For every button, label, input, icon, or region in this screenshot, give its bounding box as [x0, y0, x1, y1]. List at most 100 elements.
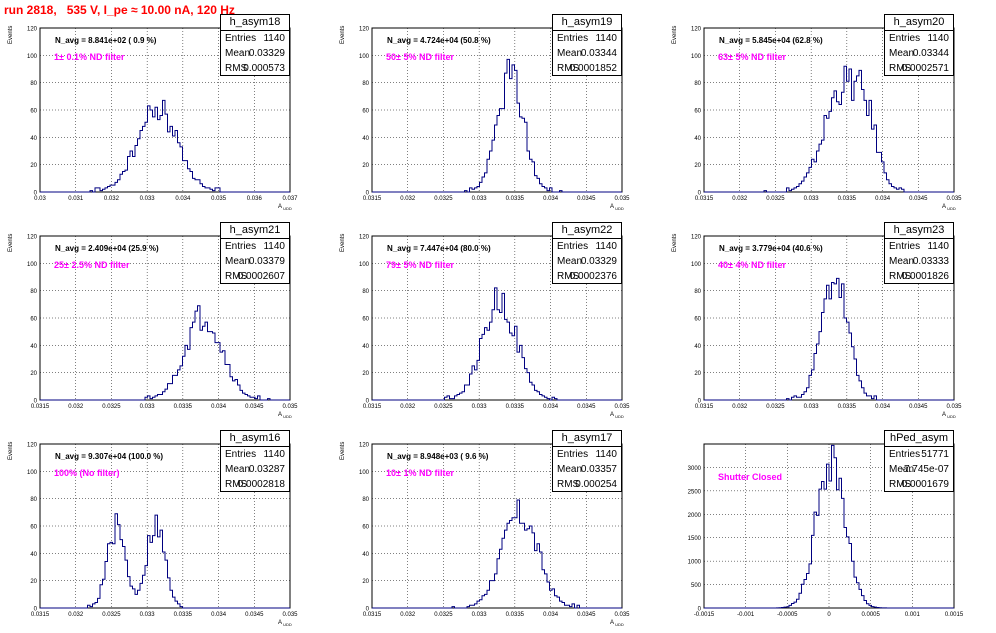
y-axis-label: Events — [340, 26, 346, 44]
x-tick-label: 0.0325 — [102, 612, 121, 618]
stats-box: h_asym21 Entries 1140 Mean 0.03379 RMS 0.00026… — [220, 222, 290, 284]
y-tick-label: 60 — [362, 109, 369, 115]
stats-value: 1140 — [263, 33, 285, 44]
stats-key: RMS — [557, 479, 580, 490]
x-tick-label: 0.0335 — [506, 404, 525, 410]
x-tick-label: 0.035 — [211, 196, 227, 202]
stats-key: Mean — [557, 464, 583, 475]
x-axis-label: A UDD — [942, 204, 956, 211]
y-tick-label: 60 — [694, 317, 701, 323]
stats-row-rms: RMS 0.000254 — [553, 477, 621, 492]
y-tick-label: 20 — [30, 371, 37, 377]
histogram-series — [372, 58, 622, 193]
page-title: run 2818, 535 V, I_pe ≈ 10.00 nA, 120 Hz — [4, 3, 235, 17]
stats-value: 0.0001826 — [901, 271, 949, 282]
x-tick-label: 0.032 — [732, 404, 748, 410]
y-tick-label: 80 — [30, 81, 37, 87]
histogram-series — [40, 305, 290, 401]
stats-value: 0.0002376 — [569, 271, 617, 282]
histogram-series — [372, 287, 622, 401]
x-tick-label: 0.032 — [732, 196, 748, 202]
filter-label: 100% (No filter) — [54, 468, 120, 478]
stats-box: h_asym22 Entries 1140 Mean 0.03329 RMS 0.00023… — [552, 222, 622, 284]
y-tick-label: 120 — [359, 443, 370, 449]
y-axis-label: Events — [8, 26, 14, 44]
x-tick-label: 0.0345 — [577, 612, 596, 618]
stats-row-mean: Mean 0.03357 — [553, 462, 621, 477]
x-tick-label: 0.0315 — [363, 404, 382, 410]
y-tick-label: 80 — [362, 289, 369, 295]
x-axis-label: A UDD — [610, 620, 624, 627]
stats-row-entries: Entries 1140 — [553, 447, 621, 462]
stats-value: 51771 — [921, 449, 949, 460]
x-axis-label: A UDD — [610, 204, 624, 211]
histogram-plot: 0 20 40 60 80 100 120 0.0315 0.032 0.0325 0.033 0.0… — [672, 26, 962, 211]
x-tick-label: 0.032 — [400, 196, 416, 202]
histogram-series — [704, 277, 954, 401]
stats-row-mean: Mean -7.745e-07 — [885, 462, 953, 477]
y-tick-label: 0 — [698, 399, 702, 405]
x-tick-label: 0.035 — [614, 612, 630, 618]
stats-key: Entries — [225, 241, 257, 252]
x-tick-label: 0.035 — [614, 404, 630, 410]
stats-row-entries: Entries 1140 — [221, 447, 289, 462]
stats-title: h_asym20 — [885, 15, 953, 31]
y-tick-label: 120 — [691, 235, 702, 241]
y-tick-label: 40 — [694, 344, 701, 350]
x-tick-label: 0.0315 — [695, 196, 714, 202]
x-tick-label: 0.033 — [804, 196, 820, 202]
stats-key: RMS — [225, 63, 248, 74]
y-tick-label: 0 — [366, 607, 370, 613]
x-tick-label: 0.0335 — [506, 196, 525, 202]
x-tick-label: 0.0005 — [861, 612, 880, 618]
x-tick-label: 0.0315 — [695, 404, 714, 410]
histogram-plot: 0 500 1000 1500 2000 2500 3000 -0.0015 -0.001 -0.… — [688, 443, 964, 618]
stats-key: Entries — [889, 33, 921, 44]
y-tick-label: 2500 — [688, 489, 702, 495]
x-tick-label: 0 — [827, 612, 831, 618]
stats-row-rms: RMS 0.0002607 — [221, 269, 289, 284]
n-avg-label: N_avg = 5.845e+04 (62.8 %) — [719, 36, 823, 45]
y-tick-label: 0 — [34, 191, 38, 197]
stats-key: Mean — [557, 256, 583, 267]
y-tick-label: 0 — [366, 191, 370, 197]
stats-key: Mean — [889, 48, 915, 59]
stats-value: 1140 — [263, 449, 285, 460]
stats-value: 0.03287 — [248, 464, 285, 475]
y-tick-label: 40 — [362, 552, 369, 558]
y-tick-label: 500 — [691, 583, 702, 589]
y-tick-label: 80 — [362, 497, 369, 503]
x-tick-label: 0.035 — [946, 404, 962, 410]
stats-row-entries: Entries 1140 — [553, 239, 621, 254]
y-tick-label: 40 — [30, 136, 37, 142]
x-tick-label: 0.034 — [875, 404, 891, 410]
y-tick-label: 80 — [30, 289, 37, 295]
stats-row-entries: Entries 51771 — [885, 447, 953, 462]
x-tick-label: 0.032 — [400, 404, 416, 410]
stats-value: 0.03344 — [580, 48, 617, 59]
y-axis-label: Events — [672, 234, 678, 252]
y-tick-label: 1500 — [688, 536, 702, 542]
x-tick-label: 0.033 — [472, 404, 488, 410]
y-tick-label: 80 — [362, 81, 369, 87]
histogram-plot: 0 20 40 60 80 100 120 0.0315 0.032 0.0325 0.033 0.0… — [8, 442, 298, 627]
n-avg-label: N_avg = 8.948e+03 ( 9.6 %) — [387, 452, 489, 461]
stats-value: -7.745e-07 — [900, 464, 949, 475]
y-tick-label: 40 — [362, 344, 369, 350]
histogram-pad-h_asym17: 0 20 40 60 80 100 120 0.0315 0.032 0.0325 0.033 0.0… — [332, 426, 664, 633]
stats-value: 1140 — [595, 241, 617, 252]
stats-row-rms: RMS 0.0001852 — [553, 61, 621, 76]
n-avg-label: N_avg = 2.409e+04 (25.9 %) — [55, 244, 159, 253]
y-tick-label: 60 — [30, 317, 37, 323]
filter-label: 25± 2.5% ND filter — [54, 260, 130, 270]
y-tick-label: 60 — [30, 109, 37, 115]
y-tick-label: 100 — [359, 54, 370, 60]
histogram-pad-h_asym20: 0 20 40 60 80 100 120 0.0315 0.032 0.0325 0.033 0.0… — [664, 10, 996, 217]
stats-value: 0.000573 — [243, 63, 285, 74]
histogram-pad-h_asym19: 0 20 40 60 80 100 120 0.0315 0.032 0.0325 0.033 0.0… — [332, 10, 664, 217]
histogram-pad-h_asym23: 0 20 40 60 80 100 120 0.0315 0.032 0.0325 0.033 0.0… — [664, 218, 996, 425]
filter-label: 63± 5% ND filter — [718, 52, 786, 62]
stats-row-rms: RMS 0.0002376 — [553, 269, 621, 284]
stats-key: RMS — [557, 63, 580, 74]
x-tick-label: 0.0325 — [434, 404, 453, 410]
